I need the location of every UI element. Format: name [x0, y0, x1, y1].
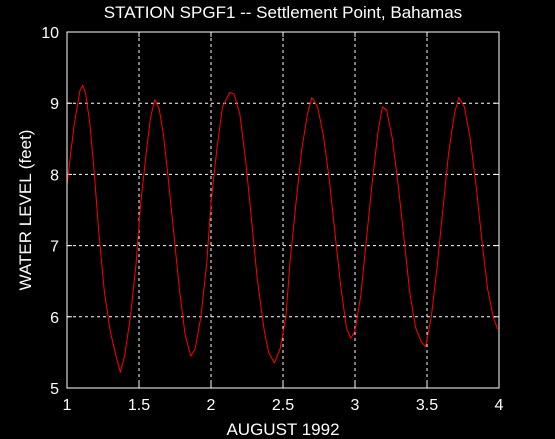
plot-frame: [66, 31, 500, 389]
series-group: [66, 84, 499, 373]
x-tick-label: 3: [351, 397, 360, 414]
x-tick-label: 3.5: [416, 397, 438, 414]
chart-title: STATION SPGF1 -- Settlement Point, Baham…: [104, 3, 462, 22]
x-tick-label: 4: [495, 397, 504, 414]
y-tick-label: 10: [41, 25, 59, 42]
y-tick-label: 9: [50, 96, 59, 113]
y-tick-label: 8: [50, 167, 59, 184]
y-tick-label: 7: [50, 239, 59, 256]
x-tick-label: 2: [207, 397, 216, 414]
y-axis-label: WATER LEVEL (feet): [16, 130, 35, 291]
x-tick-label: 2.5: [272, 397, 294, 414]
water-level-line: [66, 84, 499, 373]
x-tick-label: 1.5: [128, 397, 150, 414]
x-axis-label: AUGUST 1992: [226, 420, 339, 439]
y-tick-label: 5: [50, 381, 59, 398]
y-tick-label: 6: [50, 310, 59, 327]
x-tick-label: 1: [63, 397, 72, 414]
tick-labels: 1 1.5 2 2.5 3 3.5 4 5 6 7 8 9 10: [41, 25, 503, 414]
